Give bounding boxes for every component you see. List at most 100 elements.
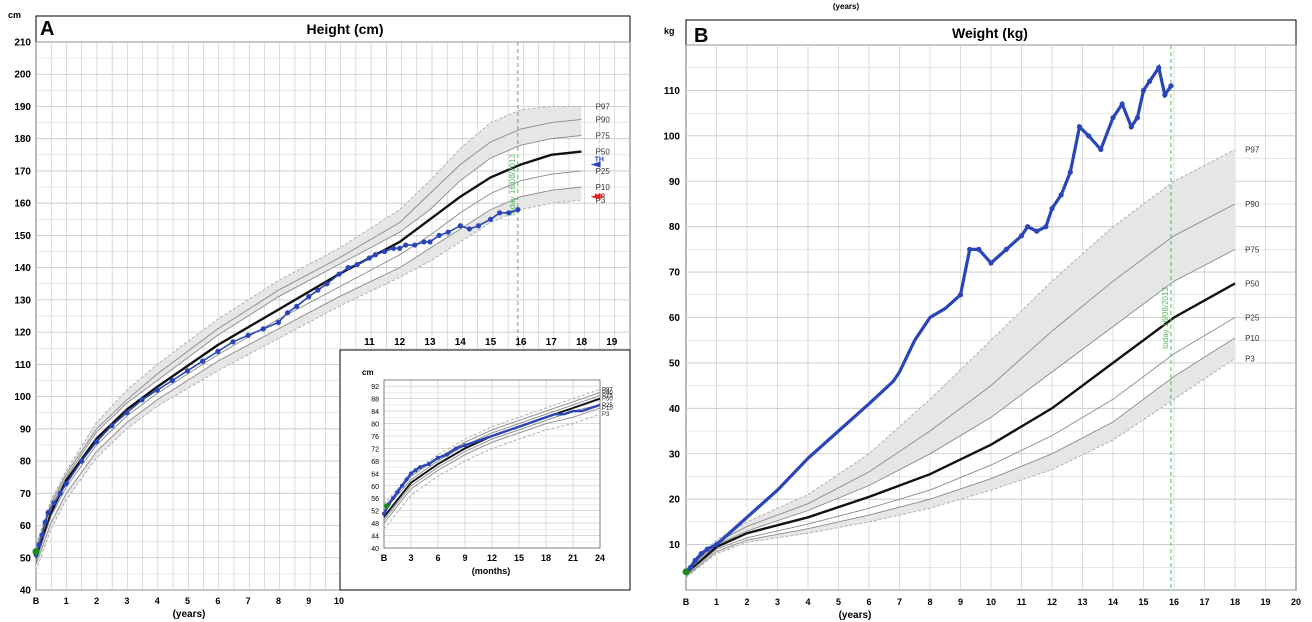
patient-point	[1043, 224, 1049, 230]
percentile-label-p97: P97	[1245, 145, 1260, 154]
percentile-label-p90: P90	[596, 115, 611, 124]
patient-point	[976, 246, 982, 252]
y-tick-label: 70	[669, 268, 681, 279]
patient-point	[1110, 115, 1116, 121]
birth-point	[32, 547, 40, 556]
inset-frame	[339, 349, 631, 591]
y-tick-label: 72	[371, 446, 379, 453]
patient-point	[1049, 205, 1055, 212]
patient-point	[445, 452, 449, 457]
patient-point	[1156, 65, 1162, 71]
percentile-label-p75: P75	[596, 131, 611, 140]
patient-point	[409, 471, 413, 476]
x-tick-label: 1	[714, 597, 719, 607]
patient-point	[39, 532, 45, 538]
patient-point	[169, 377, 175, 384]
x-tick-label: 3	[124, 596, 129, 606]
today-label: today 16/08/2013	[508, 154, 517, 216]
y-tick-label: 190	[14, 102, 31, 113]
x-tick-label: B	[683, 597, 690, 607]
x-tick-label: 14	[1108, 597, 1118, 607]
x-tick-label: 6	[866, 597, 871, 607]
patient-point	[487, 216, 494, 222]
x-tick-label: 3	[775, 597, 780, 607]
x-tick-label: 18	[1230, 597, 1240, 607]
patient-point	[1003, 246, 1009, 252]
x-tick-label-upper: 16	[515, 337, 527, 348]
x-tick-label-upper: 15	[485, 337, 497, 348]
patient-point	[154, 387, 160, 393]
patient-point	[957, 292, 964, 298]
y-tick-label: 68	[371, 459, 379, 466]
patient-point	[427, 462, 431, 466]
patient-point	[45, 510, 51, 516]
patient-point	[421, 239, 427, 245]
patient-point	[63, 481, 69, 487]
percentile-line-p3	[35, 199, 582, 571]
percentile-band	[686, 149, 1235, 572]
x-tick-label: 15	[1138, 597, 1148, 607]
x-tick-label: 7	[246, 596, 251, 606]
y-tick-label: 160	[14, 199, 31, 210]
x-tick-label: 19	[1260, 597, 1270, 607]
inset-plot-area	[383, 379, 601, 549]
panel-label-a: A	[40, 18, 54, 40]
x-tick-label: 1	[64, 596, 69, 606]
x-tick-label-upper: 18	[576, 337, 588, 348]
inset-patient-series	[382, 403, 601, 516]
patient-point	[515, 207, 521, 213]
patient-point	[57, 490, 63, 496]
today-label: today 16/08/2013	[1161, 287, 1170, 349]
weight-y-unit: kg	[664, 26, 675, 36]
patient-point	[412, 242, 418, 248]
y-tick-label: 200	[14, 70, 31, 81]
height-target-markers: TH MP	[590, 156, 605, 201]
x-tick-label: 15	[514, 553, 524, 563]
patient-point	[1128, 124, 1134, 130]
weight-percentile-labels: P97 P90 P75 P50 P25 P10 P3	[1245, 145, 1260, 363]
patient-point	[418, 465, 422, 470]
patient-point	[404, 477, 409, 482]
y-tick-label: 60	[669, 313, 681, 324]
y-tick-label: 110	[15, 360, 32, 371]
height-x-axis-label: (years)	[173, 609, 206, 620]
y-tick-label: 84	[371, 409, 379, 416]
x-tick-label: 8	[276, 596, 281, 606]
patient-point	[36, 542, 42, 548]
y-tick-label: 44	[371, 534, 379, 541]
patient-point	[713, 541, 720, 548]
x-tick-label: 20	[1291, 597, 1301, 607]
patient-point	[397, 245, 403, 251]
weight-top-fragment: (years)	[833, 2, 860, 11]
inset-percentile-label-p75: P75	[602, 394, 613, 400]
patient-point	[215, 348, 221, 355]
patient-point	[1058, 192, 1064, 198]
height-patient-series	[32, 207, 521, 558]
patient-point	[454, 446, 458, 451]
percentile-line-p10	[685, 337, 1236, 577]
percentile-label-p3: P3	[596, 196, 606, 205]
height-chart-panel: A Height (cm) cm (years) today 16/08/201…	[8, 10, 631, 620]
y-tick-label: 40	[669, 404, 681, 415]
percentile-line-p75	[685, 249, 1236, 573]
patient-point	[284, 310, 291, 316]
inset-percentile-label-p10: P10	[602, 406, 613, 412]
patient-point	[1034, 228, 1040, 234]
x-tick-label: 10	[986, 597, 996, 607]
patient-point	[1076, 124, 1083, 130]
y-tick-label: 100	[14, 392, 31, 403]
y-tick-label: 40	[20, 586, 32, 597]
percentile-label-p10: P10	[1245, 334, 1260, 343]
height-chart-header	[35, 15, 631, 43]
x-tick-label: 8	[927, 597, 932, 607]
weight-percentile-bands	[686, 149, 1235, 578]
percentile-label-p25: P25	[1245, 314, 1260, 323]
patient-point	[1086, 133, 1092, 139]
patient-point	[245, 332, 251, 338]
patient-line	[684, 63, 1173, 573]
patient-point	[1134, 115, 1140, 121]
x-tick-label: 12	[487, 553, 497, 563]
